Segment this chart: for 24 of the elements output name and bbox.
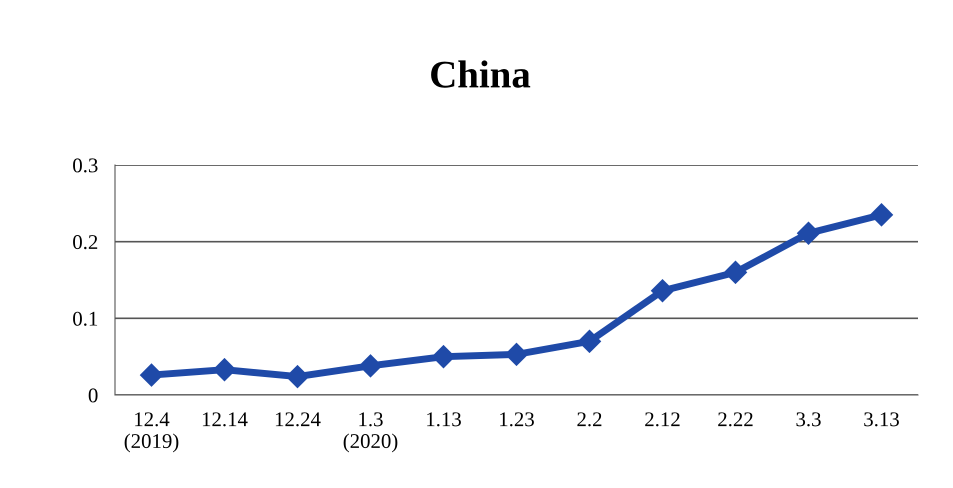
x-tick-label: 1.3 (2020) (344, 412, 398, 452)
x-tick-label: 2.12 (645, 412, 680, 426)
x-tick-label: 2.22 (718, 412, 753, 426)
x-tick-label: 2.2 (577, 412, 602, 426)
x-tick-label: 1.13 (427, 412, 461, 426)
point (359, 354, 382, 378)
y-tick-label: 0.2 (73, 235, 98, 250)
x-tick-label: 12.14 (202, 412, 248, 426)
point (286, 365, 309, 388)
y-tick-label: 0.1 (73, 312, 98, 326)
point (724, 260, 747, 284)
chart-title: China (431, 60, 530, 88)
point (140, 364, 163, 387)
y-tick-label: 0.3 (73, 158, 98, 173)
point (797, 222, 820, 245)
point (578, 330, 601, 353)
x-tick-label: 12.4 (2019) (124, 412, 178, 452)
y-tick-label: 0 (88, 388, 98, 402)
point (651, 279, 674, 302)
x-tick-label: 1.23 (500, 412, 534, 426)
point (870, 203, 893, 226)
x-tick-label: 3.3 (796, 412, 821, 426)
x-tick-label: 12.24 (276, 412, 321, 426)
x-tick-label: 3.13 (864, 412, 899, 426)
